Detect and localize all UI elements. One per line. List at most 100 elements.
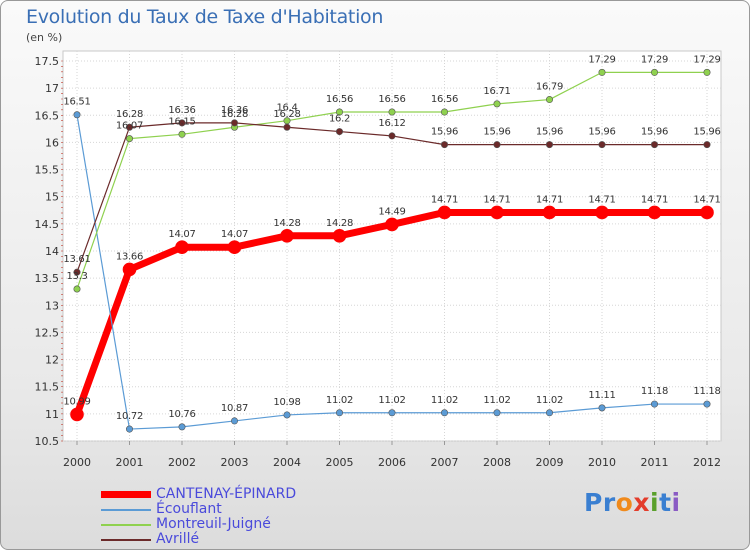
legend-label-ecouflant: Écouflant: [156, 501, 222, 517]
data-label: 10.99: [63, 396, 90, 407]
data-point: [598, 141, 606, 149]
legend-label-avrille: Avrillé: [156, 531, 200, 547]
logo-letter: i: [650, 488, 660, 517]
data-point: [493, 141, 501, 149]
data-point: [280, 229, 294, 243]
x-tick-label: 2003: [221, 456, 249, 469]
data-point: [440, 141, 448, 149]
data-point: [335, 128, 343, 136]
data-label: 16.28: [273, 109, 300, 120]
data-label: 17.29: [693, 54, 720, 65]
data-label: 16.36: [168, 105, 195, 116]
data-label: 14.28: [326, 218, 353, 229]
data-point: [388, 132, 396, 140]
data-label: 11.02: [326, 395, 353, 406]
legend-swatch-cantenay: [101, 491, 151, 498]
data-label: 17.29: [641, 54, 668, 65]
data-label: 11.02: [378, 395, 405, 406]
data-label: 14.49: [378, 206, 405, 217]
data-label: 14.07: [168, 229, 195, 240]
data-point: [126, 425, 134, 433]
data-point: [647, 205, 662, 220]
data-point: [545, 141, 553, 149]
data-point: [231, 417, 239, 425]
data-point: [227, 240, 242, 254]
data-label: 14.71: [588, 194, 615, 205]
x-tick-label: 2005: [326, 456, 354, 469]
data-point: [122, 262, 137, 277]
data-label: 10.87: [221, 403, 248, 414]
data-point: [595, 205, 609, 220]
data-point: [700, 205, 714, 220]
data-point: [545, 409, 553, 417]
data-label: 17.29: [588, 54, 615, 65]
data-point: [490, 205, 504, 220]
data-point: [283, 123, 291, 131]
data-point: [73, 111, 81, 119]
x-tick-label: 2004: [273, 456, 301, 469]
x-tick-label: 2009: [536, 456, 564, 469]
data-label: 14.07: [221, 229, 248, 240]
data-point: [388, 108, 396, 116]
data-point: [650, 141, 658, 149]
data-point: [440, 108, 448, 116]
data-point: [178, 423, 186, 431]
data-label: 11.18: [693, 386, 720, 397]
y-tick-label: 10.5: [35, 435, 60, 448]
data-label: 16.4: [276, 103, 297, 114]
logo-letter: x: [633, 488, 650, 517]
legend-swatch-montreuil: [101, 524, 151, 526]
data-point: [385, 217, 399, 232]
data-label: 15.96: [431, 127, 458, 138]
data-point: [703, 400, 711, 408]
data-label: 16.56: [378, 94, 405, 105]
data-label: 15.96: [641, 127, 668, 138]
x-tick-label: 2007: [431, 456, 459, 469]
logo-letter: o: [615, 488, 634, 517]
data-point: [493, 100, 501, 108]
data-point: [493, 409, 501, 417]
data-point: [73, 285, 81, 293]
data-point: [598, 404, 606, 412]
data-label: 16.28: [116, 109, 143, 120]
data-label: 11.02: [431, 395, 458, 406]
x-tick-label: 2006: [378, 456, 406, 469]
y-tick-label: 17.5: [35, 55, 60, 68]
data-label: 11.11: [588, 390, 615, 401]
data-label: 15.96: [693, 127, 720, 138]
data-label: 16.12: [378, 118, 405, 129]
chart-subtitle: (en %): [26, 31, 63, 44]
data-label: 15.96: [536, 127, 563, 138]
y-tick-label: 13.5: [35, 272, 60, 285]
legend-label-cantenay: CANTENAY-ÉPINARD: [156, 486, 297, 502]
y-tick-label: 16: [45, 136, 59, 149]
legend-swatch-avrille: [101, 539, 151, 541]
data-point: [388, 409, 396, 417]
data-point: [332, 229, 347, 243]
data-label: 11.02: [536, 395, 563, 406]
data-label: 14.71: [693, 194, 720, 205]
data-point: [650, 400, 658, 408]
data-label: 16.56: [431, 94, 458, 105]
data-label: 16.79: [536, 82, 563, 93]
chart-title: Evolution du Taux de Taxe d'Habitation: [26, 6, 384, 28]
x-tick-label: 2008: [483, 456, 511, 469]
data-label: 16.28: [221, 109, 248, 120]
logo-letter: P: [584, 488, 603, 517]
data-label: 16.71: [483, 86, 510, 97]
data-point: [126, 135, 134, 143]
data-label: 16.36: [221, 105, 248, 116]
legend-swatch-ecouflant: [101, 509, 151, 511]
y-tick-label: 15: [45, 191, 59, 204]
data-label: 11.18: [641, 386, 668, 397]
data-point: [440, 409, 448, 417]
y-tick-label: 11: [45, 408, 59, 421]
data-point: [335, 409, 343, 417]
data-label: 14.28: [273, 218, 300, 229]
data-point: [126, 123, 134, 131]
data-label: 15.96: [588, 127, 615, 138]
logo-letter: i: [671, 488, 681, 517]
y-tick-label: 14: [45, 245, 59, 258]
y-tick-label: 17: [45, 82, 59, 95]
